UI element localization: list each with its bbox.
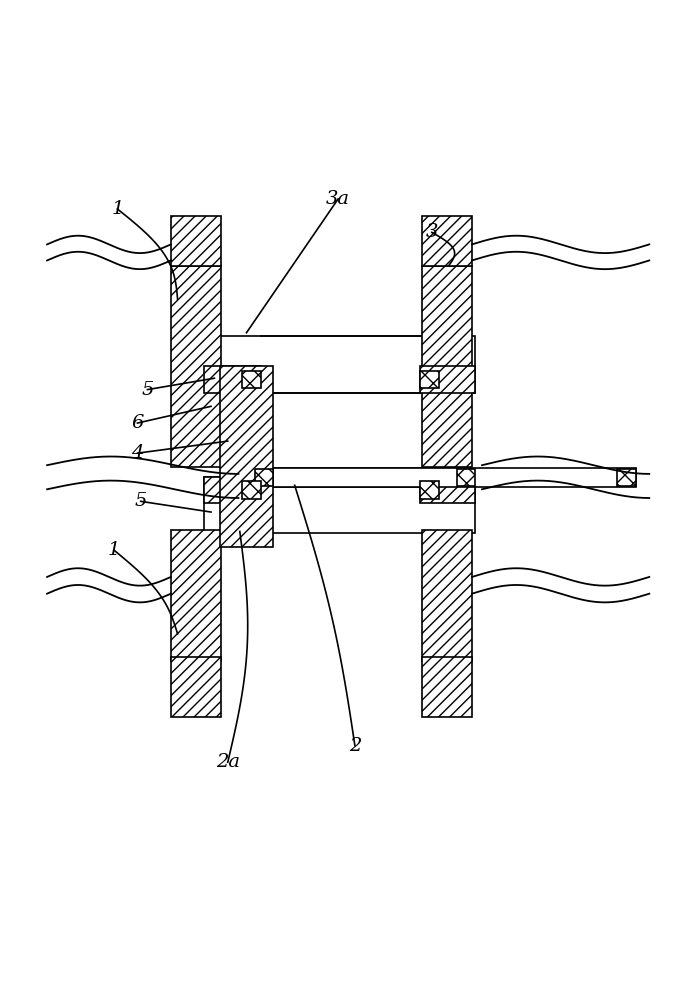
Bar <box>204 336 475 393</box>
Bar <box>422 657 472 717</box>
Bar <box>422 216 472 266</box>
Bar <box>422 530 472 661</box>
Text: 1: 1 <box>108 541 120 559</box>
Text: 2: 2 <box>349 737 361 755</box>
Bar <box>617 469 636 486</box>
Text: 3a: 3a <box>326 190 350 208</box>
Bar <box>421 371 439 388</box>
Bar <box>255 469 273 486</box>
Text: 2a: 2a <box>216 753 240 771</box>
Text: 3: 3 <box>426 223 438 241</box>
Bar <box>421 481 439 499</box>
Bar <box>171 657 221 717</box>
Bar <box>171 216 221 266</box>
Bar <box>245 468 636 487</box>
Bar <box>171 266 221 467</box>
Text: 4: 4 <box>131 444 143 462</box>
Bar <box>422 266 472 467</box>
Text: 5: 5 <box>141 381 154 399</box>
Text: 5: 5 <box>135 492 147 510</box>
Bar <box>204 477 261 503</box>
Bar <box>242 481 261 499</box>
Bar <box>204 366 261 393</box>
Bar <box>220 366 273 547</box>
Bar <box>421 366 475 393</box>
Bar <box>457 469 475 486</box>
Bar <box>204 477 475 533</box>
Bar <box>242 371 261 388</box>
Text: 1: 1 <box>111 200 124 218</box>
Bar <box>171 530 221 661</box>
Bar <box>421 477 475 503</box>
Text: 6: 6 <box>131 414 143 432</box>
